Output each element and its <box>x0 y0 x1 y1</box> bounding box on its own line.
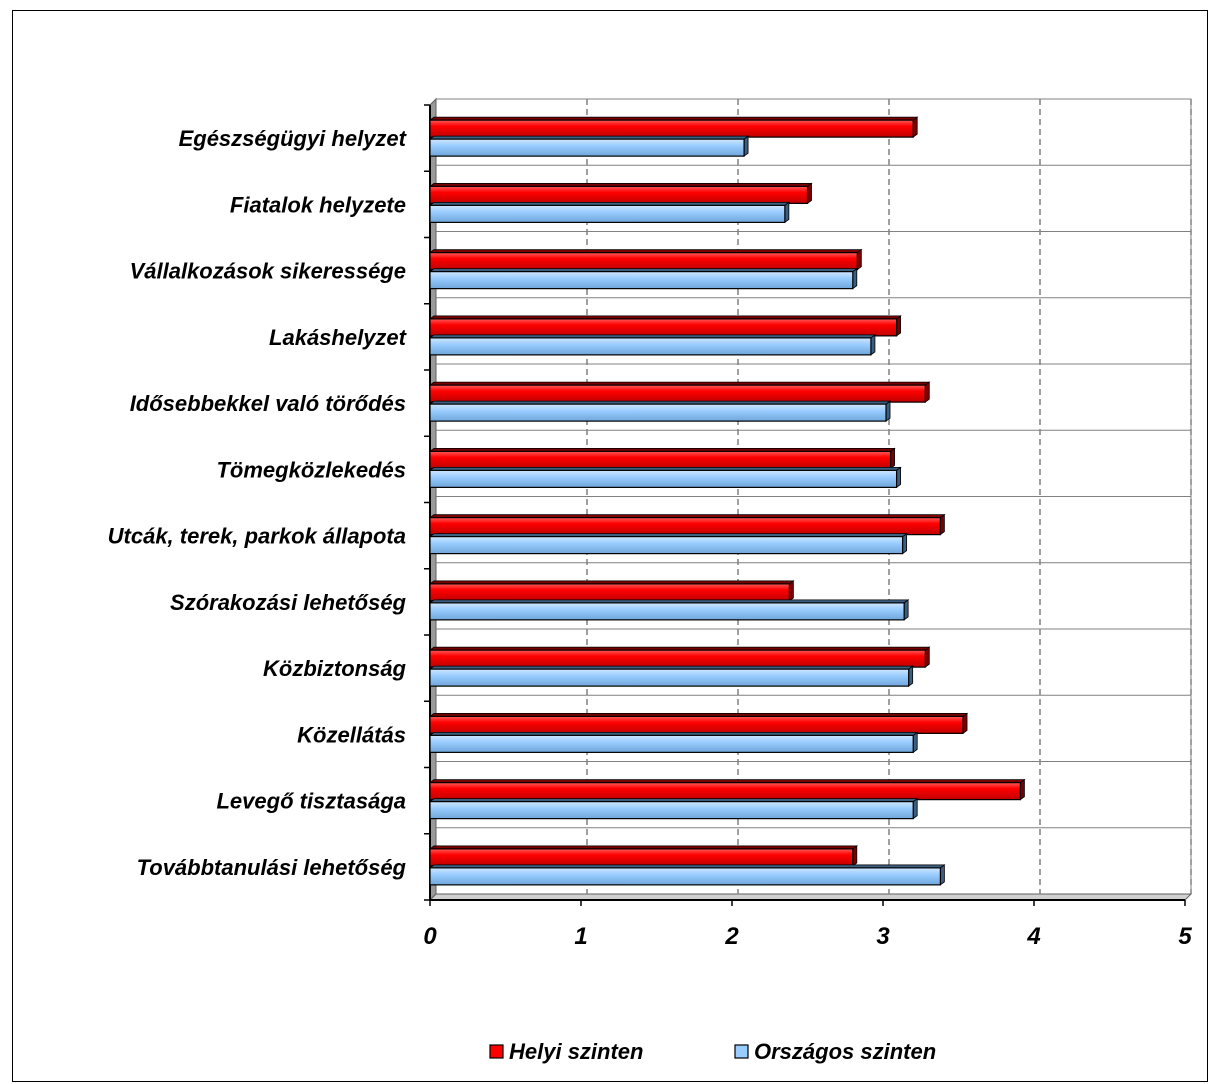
bar-front-face <box>429 649 926 668</box>
category-label: Levegő tisztasága <box>216 789 406 814</box>
legend-swatch <box>489 1044 504 1059</box>
category-label: Lakáshelyzet <box>269 325 408 350</box>
bar-front-face <box>429 119 914 138</box>
bar-front-face <box>429 867 941 886</box>
bar-front-face <box>429 668 910 687</box>
category-label: Idősebbekkel való törődés <box>130 391 406 416</box>
bar-front-face <box>429 138 745 157</box>
x-tick-label: 0 <box>423 923 437 950</box>
category-label: Tömegközlekedés <box>216 457 406 482</box>
bar-front-face <box>429 252 858 271</box>
bar-helyi <box>428 845 858 867</box>
bar-front-face <box>429 517 941 536</box>
bar-front-face <box>429 271 854 290</box>
category-label: Közellátás <box>297 722 406 747</box>
bar-front-face <box>429 384 926 403</box>
bar-front-face <box>429 848 854 867</box>
bar-helyi <box>428 513 946 536</box>
bar-orszagos <box>428 665 914 687</box>
bar-helyi <box>428 580 795 602</box>
legend: Helyi szinten Országos szinten <box>489 1039 936 1064</box>
bar-front-face <box>429 204 786 223</box>
category-label: Közbiztonság <box>263 656 407 681</box>
bar-orszagos <box>428 267 858 290</box>
legend-label: Helyi szinten <box>509 1039 643 1064</box>
bar-helyi <box>428 248 863 271</box>
bar-helyi <box>428 315 902 337</box>
bar-front-face <box>429 583 790 602</box>
x-tick-label: 2 <box>724 923 739 950</box>
bar-front-face <box>429 715 964 734</box>
bar-helyi <box>428 646 931 668</box>
bar-orszagos <box>428 466 902 489</box>
bar-front-face <box>429 337 872 356</box>
bar-orszagos <box>428 599 910 621</box>
x-tick-label: 5 <box>1178 923 1192 950</box>
bar-orszagos <box>428 731 919 754</box>
bar-front-face <box>429 536 904 555</box>
bar-front-face <box>429 469 898 488</box>
bar-orszagos <box>428 797 919 820</box>
bar-orszagos <box>428 400 892 422</box>
bar-orszagos <box>428 135 750 157</box>
bar-orszagos <box>428 201 791 224</box>
category-label: Utcák, terek, parkok állapota <box>108 524 406 549</box>
bar-helyi <box>428 447 896 470</box>
bar-orszagos <box>428 532 908 555</box>
bar-front-face <box>429 734 914 753</box>
bar-helyi <box>428 381 931 403</box>
bar-helyi <box>428 116 919 138</box>
bar-orszagos <box>428 334 877 356</box>
bar-front-face <box>429 801 914 820</box>
category-label: Továbbtanulási lehetőség <box>137 855 407 880</box>
x-tick-label: 1 <box>574 923 587 950</box>
x-tick-label: 4 <box>1026 923 1040 950</box>
bar-front-face <box>429 318 898 337</box>
bar-helyi <box>428 778 1026 801</box>
bar-helyi <box>428 712 969 735</box>
category-label: Szórakozási lehetőség <box>170 590 407 615</box>
legend-swatch <box>734 1044 749 1059</box>
legend-label: Országos szinten <box>754 1039 936 1064</box>
category-label: Fiatalok helyzete <box>230 192 406 217</box>
category-labels: Egészségügyi helyzet Fiatalok helyzete Vál… <box>108 126 408 880</box>
x-axis-ticks: 0 1 2 3 4 5 <box>423 900 1192 950</box>
bar-helyi <box>428 182 813 205</box>
bars <box>428 116 1026 886</box>
category-label: Egészségügyi helyzet <box>179 126 408 151</box>
category-label: Vállalkozások sikeressége <box>130 259 406 284</box>
x-tick-label: 3 <box>876 923 890 950</box>
bar-front-face <box>429 450 892 469</box>
bar-front-face <box>429 602 905 621</box>
bar-front-face <box>429 782 1022 801</box>
bar-front-face <box>429 185 809 204</box>
bar-front-face <box>429 403 887 422</box>
bar-orszagos <box>428 864 946 886</box>
plot-area <box>424 97 1193 902</box>
